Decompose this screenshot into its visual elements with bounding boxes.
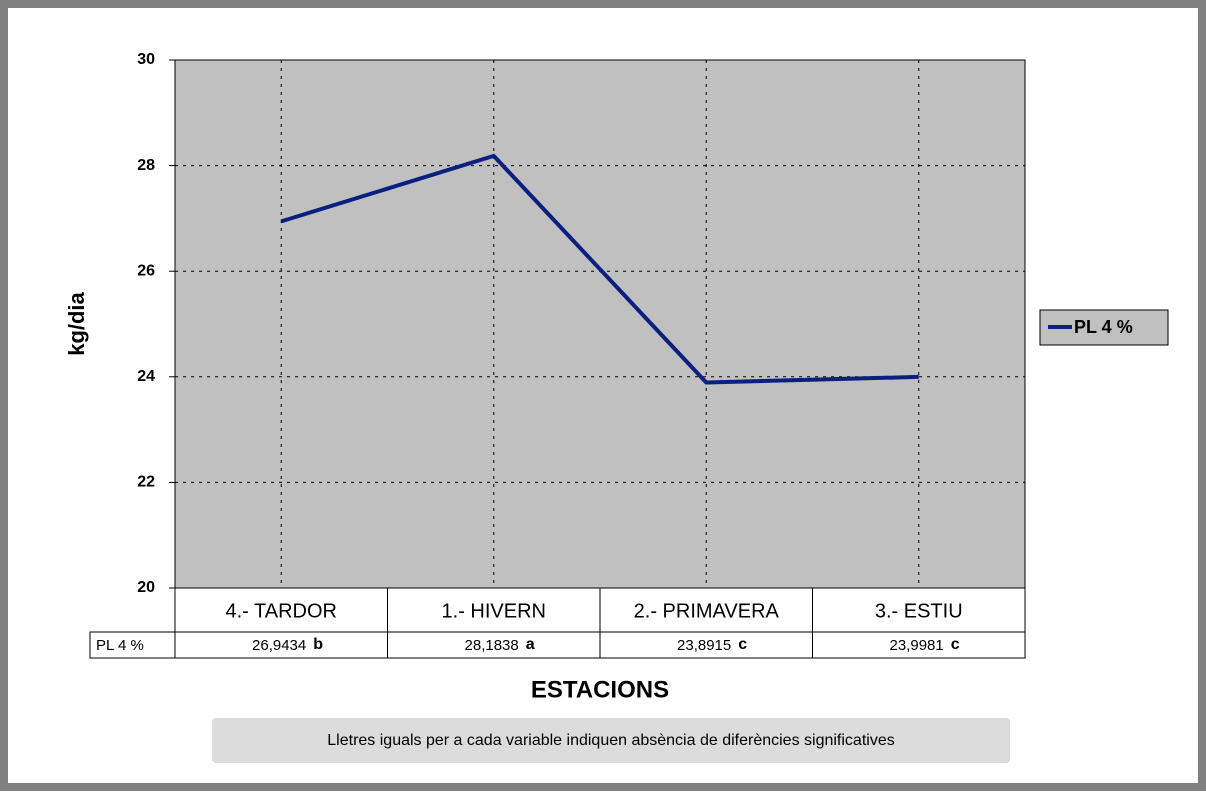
significance-letter: b (313, 636, 323, 653)
legend-label: PL 4 % (1074, 317, 1133, 337)
x-tick-label: 2.- PRIMAVERA (634, 600, 780, 622)
note-box (212, 718, 1010, 763)
x-tick-label: 4.- TARDOR (226, 600, 338, 622)
y-tick-label: 24 (137, 368, 155, 385)
y-tick-label: 20 (137, 579, 155, 596)
x-tick-label: 3.- ESTIU (875, 600, 963, 622)
data-label: 23,8915 (677, 637, 731, 654)
plot-area (174, 59, 1026, 589)
significance-letter: c (951, 636, 960, 653)
y-tick-label: 22 (137, 474, 155, 491)
y-tick-label: 30 (137, 51, 155, 68)
table-values (89, 631, 1026, 659)
data-label: 26,9434 (252, 637, 306, 654)
y-tick-label: 28 (137, 157, 155, 174)
data-label: 28,1838 (465, 637, 519, 654)
x-tick-label: 1.- HIVERN (442, 600, 546, 622)
data-label: 23,9981 (890, 637, 944, 654)
significance-letter: a (526, 636, 535, 653)
x-axis-title: ESTACIONS (531, 676, 669, 703)
significance-letter: c (738, 636, 747, 653)
series-line (280, 153, 919, 385)
y-axis-title: kg/dia (64, 291, 89, 355)
note: Lletres iguals per a cada variable indiq… (327, 732, 894, 749)
table-row-header: PL 4 % (96, 637, 144, 654)
y-tick-label: 26 (137, 262, 155, 279)
